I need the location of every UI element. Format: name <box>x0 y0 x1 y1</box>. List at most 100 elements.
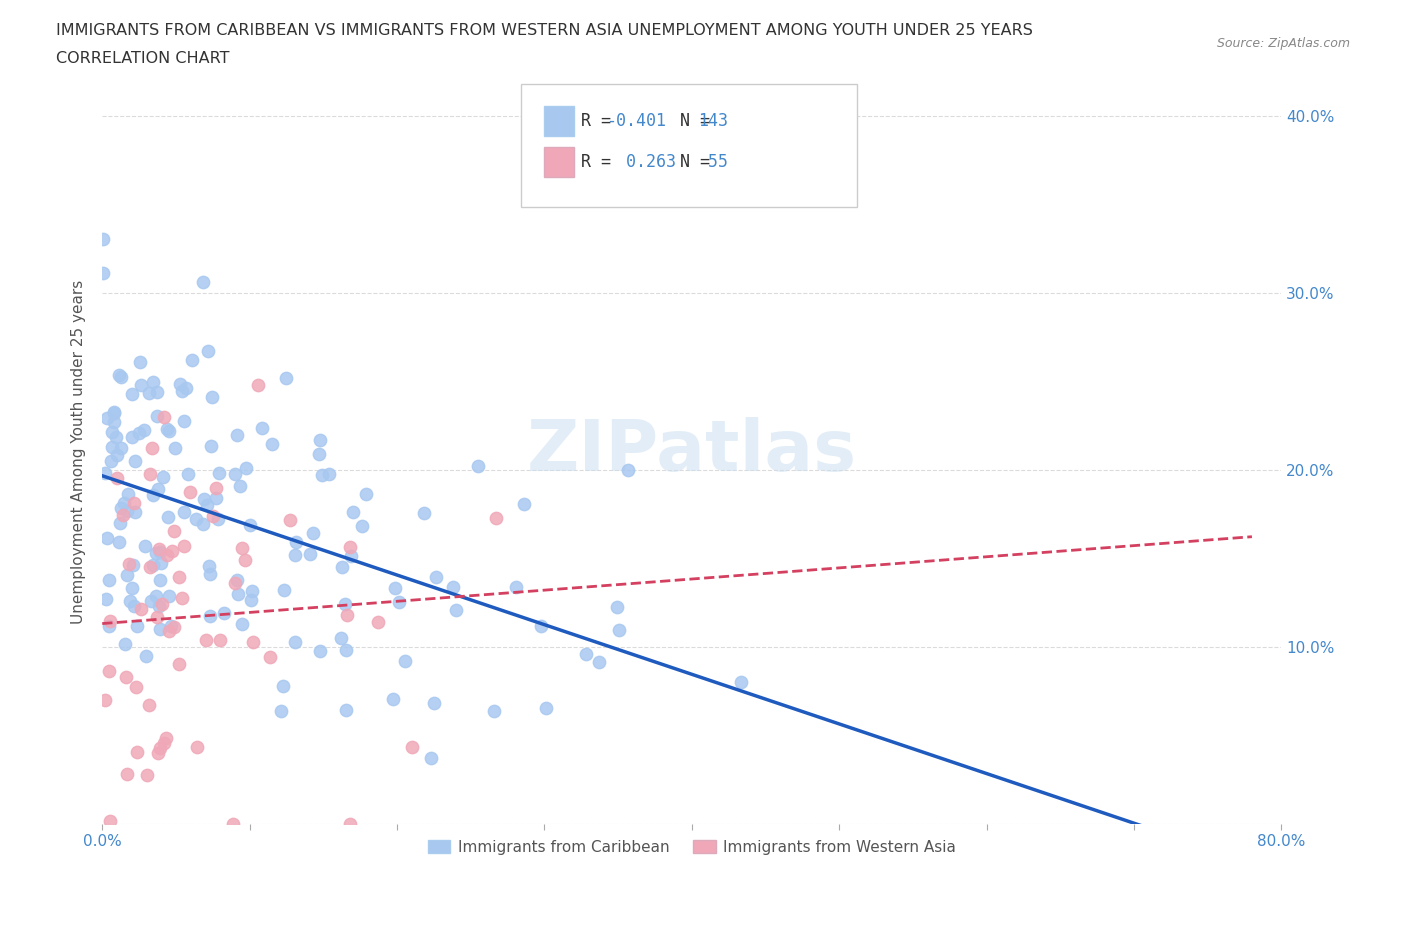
Point <box>118 593 141 608</box>
Point <box>167 657 190 671</box>
Point <box>110 441 132 456</box>
Point <box>160 543 183 558</box>
Point <box>505 580 527 595</box>
Point <box>262 437 284 452</box>
Point <box>173 505 195 520</box>
FancyBboxPatch shape <box>520 84 856 206</box>
Point <box>149 622 172 637</box>
Point <box>177 467 200 482</box>
Point <box>513 497 536 512</box>
Point <box>167 569 190 584</box>
Point <box>146 482 169 497</box>
Point <box>534 701 557 716</box>
Text: CORRELATION CHART: CORRELATION CHART <box>56 51 229 66</box>
Point <box>730 674 752 689</box>
Point <box>128 426 150 441</box>
Point <box>94 465 117 480</box>
Point <box>148 598 170 613</box>
Point <box>145 589 167 604</box>
Point <box>242 634 264 649</box>
Point <box>121 386 143 401</box>
Point <box>163 524 186 538</box>
Point <box>134 538 156 553</box>
Point <box>139 594 162 609</box>
Point <box>112 496 135 511</box>
Text: 0.263: 0.263 <box>606 153 676 171</box>
Point <box>173 414 195 429</box>
Text: IMMIGRANTS FROM CARIBBEAN VS IMMIGRANTS FROM WESTERN ASIA UNEMPLOYMENT AMONG YOU: IMMIGRANTS FROM CARIBBEAN VS IMMIGRANTS … <box>56 23 1033 38</box>
Point <box>163 619 186 634</box>
Point <box>226 586 249 601</box>
Point <box>121 580 143 595</box>
Point <box>156 421 179 436</box>
Point <box>153 736 176 751</box>
Point <box>412 506 434 521</box>
Point <box>225 428 247 443</box>
Point <box>142 558 165 573</box>
Point <box>108 367 131 382</box>
Text: R =: R = <box>581 112 621 130</box>
Point <box>142 487 165 502</box>
Point <box>485 511 508 525</box>
Text: -0.401: -0.401 <box>606 112 665 130</box>
Point <box>173 538 195 553</box>
Point <box>110 369 132 384</box>
Point <box>156 510 179 525</box>
Point <box>273 582 295 597</box>
Point <box>423 696 446 711</box>
Point <box>339 817 361 831</box>
Point <box>181 353 204 368</box>
Point <box>114 636 136 651</box>
Point <box>239 517 262 532</box>
Point <box>145 545 167 560</box>
Text: N =: N = <box>659 112 720 130</box>
Point <box>208 632 231 647</box>
Point <box>335 643 357 658</box>
Point <box>330 559 353 574</box>
Point <box>146 609 169 624</box>
Point <box>231 540 253 555</box>
Point <box>150 597 173 612</box>
Text: 143: 143 <box>697 112 728 130</box>
Point <box>169 377 191 392</box>
Point <box>91 232 114 246</box>
Point <box>105 447 128 462</box>
Point <box>155 730 177 745</box>
Point <box>139 467 162 482</box>
Point <box>201 509 224 524</box>
Point <box>111 508 134 523</box>
Point <box>225 572 247 587</box>
Point <box>115 766 138 781</box>
Point <box>240 592 263 607</box>
Point <box>108 535 131 550</box>
Point <box>110 500 132 515</box>
Point <box>100 613 122 628</box>
Point <box>94 592 117 607</box>
Point <box>124 598 146 613</box>
Point <box>425 570 447 585</box>
Text: N =: N = <box>659 153 720 171</box>
Point <box>302 525 325 540</box>
Point <box>278 512 301 527</box>
Point <box>482 704 505 719</box>
Point <box>103 405 125 420</box>
Point <box>308 644 330 658</box>
Point <box>129 602 152 617</box>
Point <box>207 512 229 526</box>
Point <box>205 481 228 496</box>
Point <box>159 424 181 439</box>
Point <box>129 378 152 392</box>
Point <box>134 423 156 438</box>
Point <box>200 608 222 623</box>
Point <box>259 650 281 665</box>
Point <box>193 491 215 506</box>
Point <box>270 703 292 718</box>
Point <box>103 415 125 430</box>
Point <box>235 460 257 475</box>
Point <box>124 453 146 468</box>
Point <box>127 745 149 760</box>
Point <box>394 654 416 669</box>
Point <box>96 411 118 426</box>
Point <box>124 505 146 520</box>
Point <box>153 409 176 424</box>
